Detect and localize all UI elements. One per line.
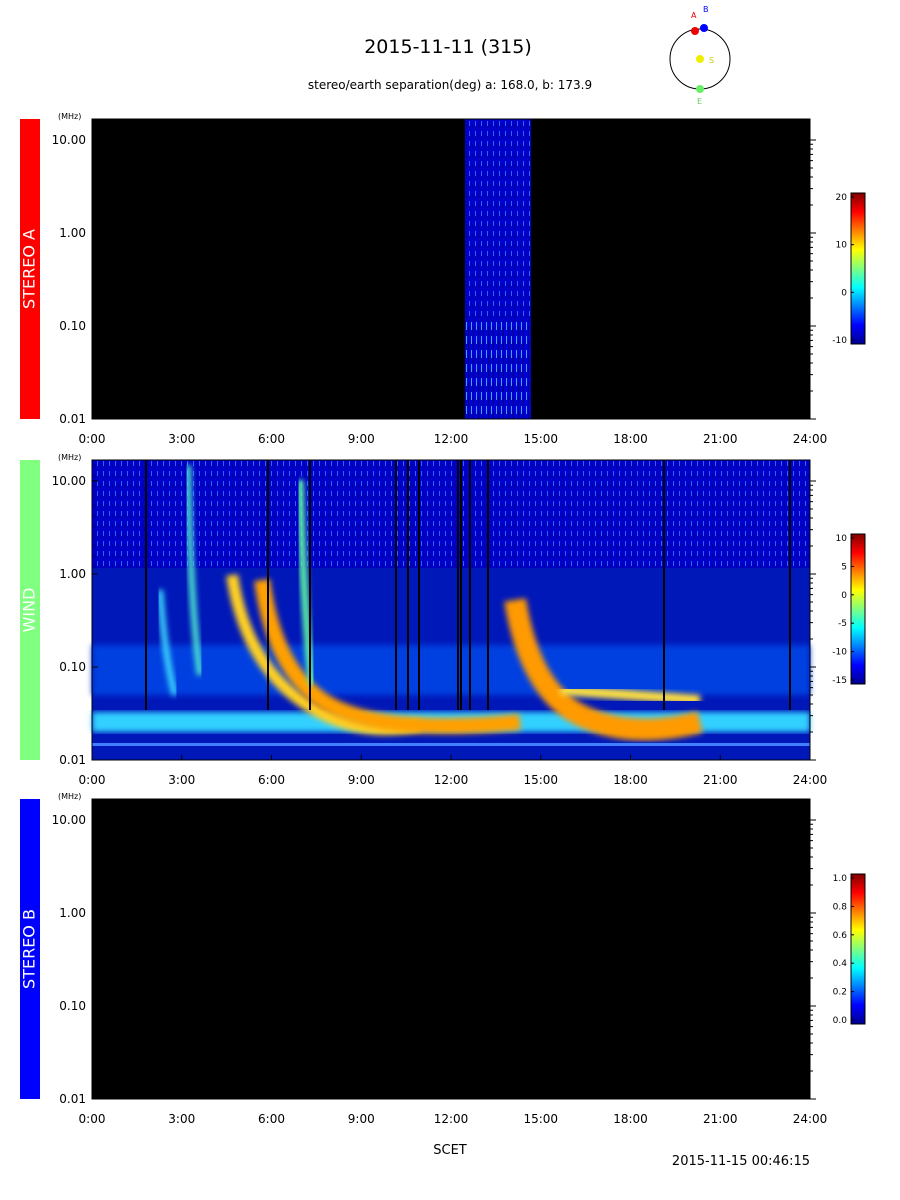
orbit-label: A <box>691 11 697 20</box>
colorbar-tick-label: -15 <box>832 676 847 686</box>
y-tick-label: 0.01 <box>59 412 86 426</box>
x-tick-label: 9:00 <box>348 773 375 787</box>
y-tick-label: 0.10 <box>59 319 86 333</box>
orbit-label: B <box>703 5 709 14</box>
x-tick-label: 6:00 <box>258 432 285 446</box>
stereo-a-dot <box>691 27 699 35</box>
band <box>92 743 810 746</box>
y-tick-label: 1.00 <box>59 226 86 240</box>
colorbar-tick-label: 10 <box>836 534 848 544</box>
plot-area <box>92 119 810 419</box>
x-tick-label: 24:00 <box>793 432 828 446</box>
spectrogram <box>465 320 531 419</box>
x-tick-label: 3:00 <box>168 1112 195 1126</box>
x-tick-label: 21:00 <box>703 1112 738 1126</box>
colorbar-tick-label: 20 <box>836 193 848 203</box>
panel: STEREO B (MHz) 10.00 1.00 0.10 0.01 0:00 3:00 6:… <box>20 792 866 1126</box>
instrument-bar <box>20 119 40 419</box>
colorbar-tick-label: 5 <box>841 562 847 572</box>
x-tick-label: 9:00 <box>348 432 375 446</box>
burst <box>559 685 701 705</box>
colorbar-tick-label: 0.2 <box>833 988 847 998</box>
y-unit: (MHz) <box>58 792 81 801</box>
x-tick-label: 21:00 <box>703 773 738 787</box>
instrument-bar <box>20 460 40 760</box>
y-unit: (MHz) <box>58 112 81 121</box>
y-tick-label: 10.00 <box>52 133 86 147</box>
x-tick-label: 18:00 <box>613 432 648 446</box>
x-tick-label: 12:00 <box>434 432 469 446</box>
colorbar-tick-label: -5 <box>838 619 847 629</box>
burst <box>254 578 521 734</box>
y-tick-label: 1.00 <box>59 567 86 581</box>
instrument-label: WIND <box>20 588 39 633</box>
earth-dot <box>696 85 704 93</box>
x-tick-label: 3:00 <box>168 773 195 787</box>
stereo-b-dot <box>700 24 708 32</box>
colorbar-tick-label: 0.0 <box>833 1016 848 1026</box>
x-tick-label: 21:00 <box>703 432 738 446</box>
instrument-label: STEREO A <box>20 229 39 309</box>
orbit-diagram: A B S E <box>669 5 731 106</box>
x-tick-label: 0:00 <box>79 432 106 446</box>
x-tick-label: 6:00 <box>258 1112 285 1126</box>
x-tick-label: 18:00 <box>613 773 648 787</box>
y-unit: (MHz) <box>58 453 81 462</box>
colorbar-tick-label: 0 <box>841 288 847 298</box>
colorbar-tick-label: 1.0 <box>833 874 848 884</box>
panel: WIND (MHz) 10.00 1.00 0.10 0.01 0:00 3:00 6:00 9:… <box>20 453 866 787</box>
x-tick-label: 12:00 <box>434 773 469 787</box>
y-tick-label: 0.01 <box>59 753 86 767</box>
colorbar <box>850 873 866 1025</box>
x-tick-label: 15:00 <box>523 773 558 787</box>
colorbar-tick-label: 0.4 <box>833 959 848 969</box>
burst <box>185 464 203 676</box>
x-axis-label: SCET <box>433 1143 467 1158</box>
x-tick-label: 15:00 <box>523 1112 558 1126</box>
colorbar <box>850 192 866 345</box>
colorbar-tick-label: -10 <box>832 336 847 346</box>
colorbar-tick-label: 0.6 <box>833 931 848 941</box>
x-tick-label: 24:00 <box>793 1112 828 1126</box>
y-tick-label: 0.10 <box>59 999 86 1013</box>
x-tick-label: 24:00 <box>793 773 828 787</box>
x-tick-label: 0:00 <box>79 1112 106 1126</box>
plot-area <box>92 799 810 1099</box>
instrument-bar <box>20 799 40 1099</box>
x-tick-label: 15:00 <box>523 432 558 446</box>
burst <box>157 589 178 696</box>
sun-dot <box>696 55 704 63</box>
colorbar <box>850 533 866 685</box>
colorbar-tick-label: 0.8 <box>833 902 848 912</box>
orbit-label: S <box>709 56 714 65</box>
y-tick-label: 10.00 <box>52 813 86 827</box>
x-tick-label: 6:00 <box>258 773 285 787</box>
panel: STEREO A (MHz) 10.00 1.00 0.10 0.01 0:00 3:00 6:… <box>20 112 866 446</box>
subtitle: stereo/earth separation(deg) a: 168.0, b… <box>308 78 592 92</box>
title: 2015-11-11 (315) <box>364 36 532 58</box>
y-tick-label: 0.10 <box>59 660 86 674</box>
timestamp: 2015-11-15 00:46:15 <box>672 1154 810 1169</box>
orbit-label: E <box>697 97 702 106</box>
x-tick-label: 3:00 <box>168 432 195 446</box>
colorbar-tick-label: -10 <box>832 648 847 658</box>
x-tick-label: 12:00 <box>434 1112 469 1126</box>
burst <box>504 598 703 741</box>
colorbar-tick-label: 0 <box>841 591 847 601</box>
y-tick-label: 10.00 <box>52 474 86 488</box>
x-tick-label: 0:00 <box>79 773 106 787</box>
spectrogram <box>465 119 531 320</box>
instrument-label: STEREO B <box>20 909 39 989</box>
y-tick-label: 1.00 <box>59 906 86 920</box>
y-tick-label: 0.01 <box>59 1092 86 1106</box>
x-tick-label: 18:00 <box>613 1112 648 1126</box>
spectrogram <box>92 645 810 695</box>
colorbar-tick-label: 10 <box>836 241 848 251</box>
x-tick-label: 9:00 <box>348 1112 375 1126</box>
